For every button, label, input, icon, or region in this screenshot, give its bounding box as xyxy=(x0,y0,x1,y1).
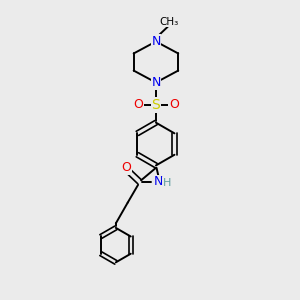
Text: O: O xyxy=(169,98,179,111)
Text: N: N xyxy=(151,76,160,89)
Text: CH₃: CH₃ xyxy=(160,16,179,27)
Text: N: N xyxy=(151,35,160,48)
Text: O: O xyxy=(121,161,131,174)
Text: H: H xyxy=(163,178,171,188)
Text: S: S xyxy=(152,98,160,112)
Text: N: N xyxy=(154,175,164,188)
Text: O: O xyxy=(133,98,143,111)
